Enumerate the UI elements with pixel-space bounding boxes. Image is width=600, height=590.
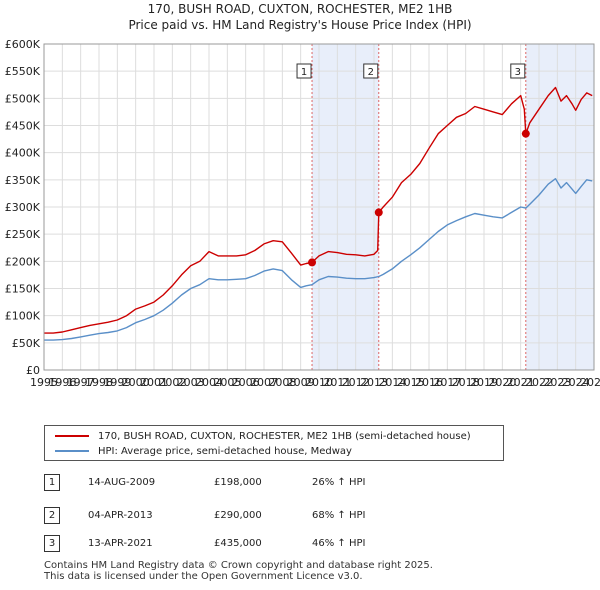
transaction-label-number: 3 bbox=[515, 67, 521, 78]
transaction-number: 1 bbox=[44, 474, 60, 491]
x-tick-label: 2021 bbox=[507, 376, 535, 389]
legend-swatch-price bbox=[55, 435, 89, 437]
price-paid-line bbox=[44, 86, 593, 334]
hpi-line bbox=[44, 177, 593, 341]
x-tick-label: 1998 bbox=[85, 376, 113, 389]
transaction-label-number: 1 bbox=[301, 67, 307, 78]
transaction-price: £435,000 bbox=[214, 538, 262, 549]
x-tick-label: 2018 bbox=[452, 376, 480, 389]
y-tick-label: £400K bbox=[5, 147, 41, 160]
transaction-hpi: 46% ↑ HPI bbox=[312, 538, 366, 549]
chart-subtitle: Price paid vs. HM Land Registry's House … bbox=[128, 18, 472, 32]
y-tick-label: £450K bbox=[5, 120, 41, 133]
x-tick-label: 2013 bbox=[360, 376, 388, 389]
x-tick-label: 2019 bbox=[470, 376, 498, 389]
y-tick-label: £300K bbox=[5, 201, 41, 214]
y-tick-label: £200K bbox=[5, 255, 41, 268]
y-tick-label: £100K bbox=[5, 310, 41, 323]
x-tick-label: 2015 bbox=[397, 376, 425, 389]
transaction-number: 3 bbox=[44, 535, 60, 552]
x-tick-label: 2010 bbox=[305, 376, 333, 389]
x-tick-label: 2009 bbox=[287, 376, 315, 389]
y-tick-label: £150K bbox=[5, 283, 41, 296]
x-tick-label: 2005 bbox=[213, 376, 241, 389]
x-tick-label: 2017 bbox=[433, 376, 461, 389]
x-tick-label: 2003 bbox=[177, 376, 205, 389]
x-tick-label: 2011 bbox=[323, 376, 351, 389]
x-tick-label: 2006 bbox=[232, 376, 260, 389]
legend-swatch-hpi bbox=[55, 450, 89, 452]
x-tick-label: 2008 bbox=[268, 376, 296, 389]
legend-label-hpi: HPI: Average price, semi-detached house,… bbox=[98, 445, 352, 457]
transaction-price: £198,000 bbox=[214, 477, 262, 488]
transaction-point bbox=[308, 258, 317, 267]
chart-legend: 170, BUSH ROAD, CUXTON, ROCHESTER, ME2 1… bbox=[44, 425, 504, 461]
transaction-point bbox=[521, 129, 530, 138]
x-tick-label: 2020 bbox=[488, 376, 516, 389]
transaction-row: 3 13-APR-2021 £435,000 46% ↑ HPI bbox=[44, 535, 504, 553]
transaction-label-number: 2 bbox=[368, 67, 374, 78]
x-tick-label: 1999 bbox=[103, 376, 131, 389]
transaction-label-box bbox=[296, 63, 312, 79]
x-tick-label: 2022 bbox=[525, 376, 553, 389]
x-tick-label: 2014 bbox=[378, 376, 406, 389]
price-chart: 1 2 3 £0 £50K £100K £150K £200K £250K £300K £350K… bbox=[5, 38, 600, 389]
y-tick-label: £600K bbox=[5, 38, 41, 51]
x-tick-label: 2004 bbox=[195, 376, 223, 389]
y-tick-label: £550K bbox=[5, 65, 41, 78]
x-tick-label: 2024 bbox=[562, 376, 590, 389]
legend-label-price: 170, BUSH ROAD, CUXTON, ROCHESTER, ME2 1… bbox=[98, 430, 471, 442]
x-tick-label: 2000 bbox=[122, 376, 150, 389]
transaction-date: 14-AUG-2009 bbox=[88, 477, 156, 488]
transaction-label-box bbox=[363, 63, 379, 79]
transaction-point bbox=[374, 208, 383, 217]
footer-copyright: Contains HM Land Registry data © Crown c… bbox=[44, 560, 433, 571]
legend-item-price: 170, BUSH ROAD, CUXTON, ROCHESTER, ME2 1… bbox=[55, 429, 471, 443]
transaction-price: £290,000 bbox=[214, 510, 262, 521]
footer: Contains HM Land Registry data © Crown c… bbox=[44, 560, 433, 582]
x-tick-label: 2025 bbox=[580, 376, 600, 389]
plot-border bbox=[43, 43, 595, 371]
transaction-date: 13-APR-2021 bbox=[88, 538, 153, 549]
footer-licence: This data is licensed under the Open Gov… bbox=[44, 571, 363, 582]
y-tick-label: £500K bbox=[5, 92, 41, 105]
transaction-number: 2 bbox=[44, 507, 60, 524]
x-tick-label: 2007 bbox=[250, 376, 278, 389]
transaction-label-box bbox=[510, 63, 526, 79]
x-tick-label: 2023 bbox=[543, 376, 571, 389]
y-tick-label: £250K bbox=[5, 228, 41, 241]
x-tick-label: 1996 bbox=[48, 376, 76, 389]
transaction-hpi: 68% ↑ HPI bbox=[312, 510, 366, 521]
transaction-date: 04-APR-2013 bbox=[88, 510, 153, 521]
x-tick-label: 2001 bbox=[140, 376, 168, 389]
x-tick-label: 2016 bbox=[415, 376, 443, 389]
x-tick-label: 1995 bbox=[30, 376, 58, 389]
y-tick-label: £0 bbox=[26, 364, 40, 377]
x-tick-label: 2002 bbox=[158, 376, 186, 389]
legend-item-hpi: HPI: Average price, semi-detached house,… bbox=[55, 444, 352, 458]
y-tick-label: £350K bbox=[5, 174, 41, 187]
x-tick-label: 1997 bbox=[67, 376, 95, 389]
chart-title: 170, BUSH ROAD, CUXTON, ROCHESTER, ME2 1… bbox=[147, 2, 453, 16]
x-tick-label: 2012 bbox=[342, 376, 370, 389]
transaction-row: 1 14-AUG-2009 £198,000 26% ↑ HPI bbox=[44, 474, 504, 492]
y-tick-label: £50K bbox=[12, 337, 41, 350]
transaction-row: 2 04-APR-2013 £290,000 68% ↑ HPI bbox=[44, 507, 504, 525]
transaction-hpi: 26% ↑ HPI bbox=[312, 477, 366, 488]
